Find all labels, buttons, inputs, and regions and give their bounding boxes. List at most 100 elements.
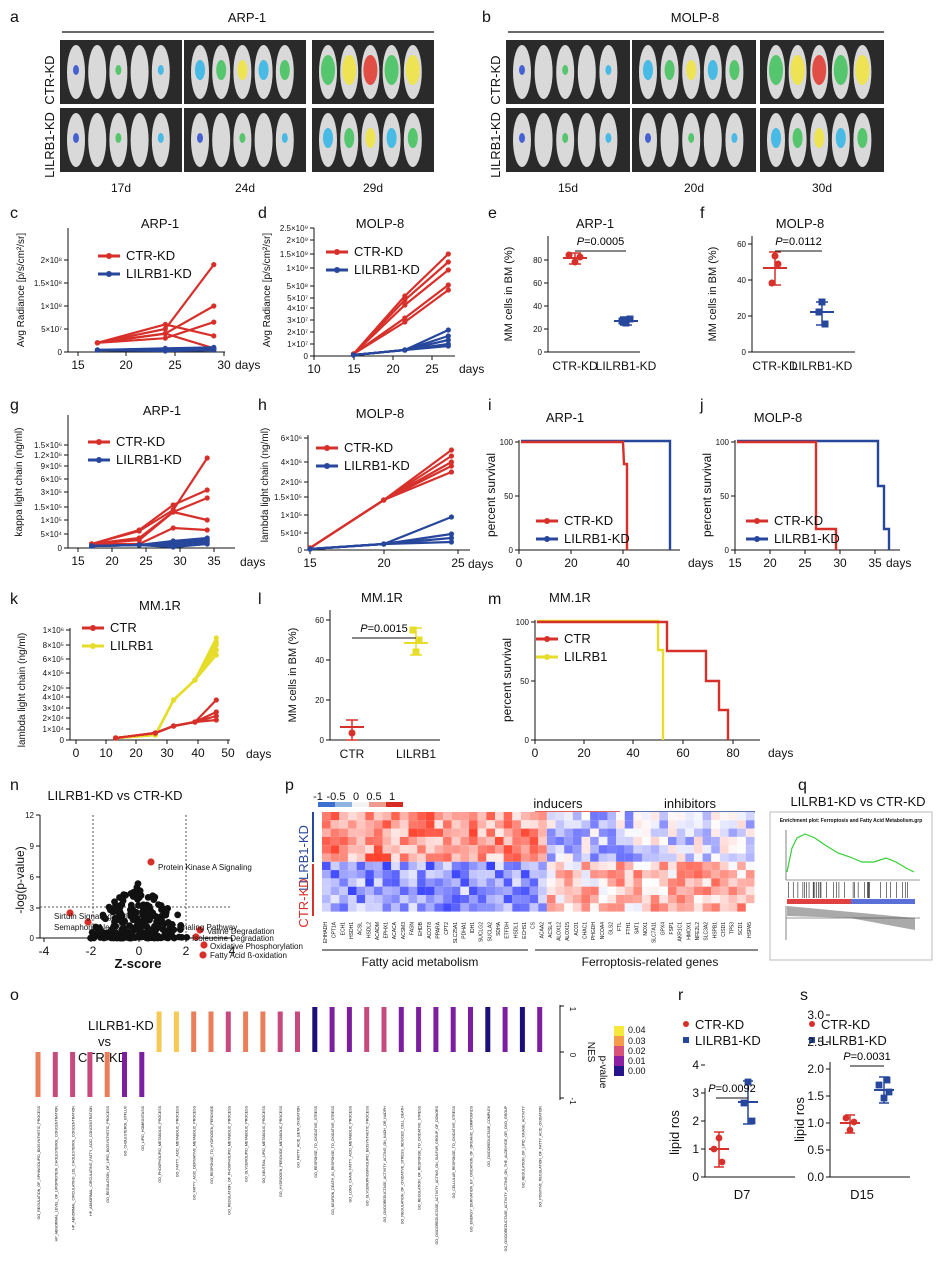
panel-a-signal <box>216 60 227 80</box>
panel-p-heatmap-cell <box>581 870 591 879</box>
panel-p-heatmap-cell <box>616 895 625 904</box>
panel-p-heatmap-cell <box>737 853 746 862</box>
panel-p-heatmap-cell <box>642 820 651 829</box>
panel-o-term-label: GO_FATTY_ACID_DERIVATIVE_METABOLIC_PROCE… <box>193 1105 197 1200</box>
panel-p-heatmap-cell <box>737 836 746 846</box>
panel-s-ytick-label: 1.0 <box>807 1116 824 1130</box>
panel-p-heatmap-cell <box>702 820 712 829</box>
panel-p-heatmap-cell <box>633 836 643 846</box>
panel-p-heatmap-cell <box>460 812 470 821</box>
panel-p-heatmap-cell <box>702 895 712 904</box>
panel-b-signal <box>792 128 803 148</box>
panel-p-gene-label: SLC3A2 <box>704 922 710 941</box>
panel-p-heatmap-cell <box>391 903 400 912</box>
panel-a-signal <box>195 60 205 80</box>
panel-p-heatmap-cell <box>356 878 366 887</box>
panel-m-legend-label: LILRB1 <box>564 649 607 664</box>
panel-a-signal <box>115 133 122 143</box>
panel-p-heatmap-cell <box>399 820 409 829</box>
panel-n-pathway-point <box>152 925 160 933</box>
panel-p-gene-label: ACSM3 <box>401 922 407 939</box>
panel-o-nes-bar <box>433 1007 439 1052</box>
panel-p-heatmap-cell <box>434 870 444 879</box>
panel-d-ytick-label: 5×10⁷ <box>287 294 308 303</box>
panel-c-ytick-label: 5×10⁷ <box>41 325 62 334</box>
panel-n-pathway-point <box>112 902 119 909</box>
panel-r-pvalue: P=0.0092 <box>708 1083 755 1095</box>
panel-p-gene-label: FTL <box>617 922 623 931</box>
panel-p-heatmap-cell <box>486 836 495 846</box>
panel-p-heatmap-cell <box>339 845 348 854</box>
panel-p-heatmap-cell <box>495 903 504 912</box>
panel-b-title: MOLP-8 <box>671 10 719 25</box>
panel-d-ytick-label: 1.5×10⁹ <box>280 250 308 259</box>
panel-n-pathway-point <box>141 914 148 922</box>
panel-o-nes-bar <box>156 1011 162 1052</box>
panel-n-pathway-point <box>136 932 144 940</box>
panel-d-ctr-point <box>445 251 451 257</box>
panel-p-heatmap-cell <box>460 903 470 912</box>
panel-p-heatmap-cell <box>745 820 755 829</box>
panel-b-signal <box>605 133 612 143</box>
panel-n-xtick-label: 4 <box>229 944 236 958</box>
panel-d-xtick-label: 15 <box>347 362 361 376</box>
panel-p-heatmap-cell <box>598 895 608 904</box>
panel-p-heatmap-cell <box>590 836 599 846</box>
panel-p-gene-label: ALOX15 <box>565 922 571 941</box>
panel-p-heatmap-cell <box>693 812 703 821</box>
panel-j-kd-curve <box>737 439 891 550</box>
panel-p-heatmap-cell <box>745 812 755 821</box>
panel-d-ytick-label: 2.5×10⁹ <box>280 224 308 233</box>
panel-p-heatmap-cell <box>330 886 340 895</box>
panel-n-highlight-point <box>84 918 92 926</box>
panel-p-heatmap-cell <box>572 812 582 821</box>
panel-p-heatmap-cell <box>685 845 694 854</box>
panel-p-heatmap-cell <box>373 820 383 829</box>
panel-p-heatmap-cell <box>503 878 513 887</box>
panel-p-heatmap-cell <box>417 836 426 846</box>
panel-l-data-point <box>412 648 420 656</box>
panel-b-signal <box>729 60 740 80</box>
panel-p-heatmap-cell <box>555 903 565 912</box>
panel-p-heatmap-cell <box>382 895 392 904</box>
panel-p-heatmap-cell <box>451 812 461 821</box>
panel-p-heatmap-cell <box>702 853 712 862</box>
panel-n-pathway-point <box>110 922 118 930</box>
panel-p-heatmap-cell <box>486 812 495 821</box>
panel-c-ctr-point <box>162 326 168 332</box>
panel-p-heatmap-cell <box>365 836 374 846</box>
panel-p-heatmap-cell <box>581 845 591 854</box>
panel-p-heatmap-cell <box>425 828 435 837</box>
panel-p-heatmap-cell <box>555 861 565 871</box>
panel-p-heatmap-cell <box>347 878 357 887</box>
panel-p-heatmap-cell <box>685 861 694 871</box>
panel-p-heatmap-cell <box>391 812 400 821</box>
panel-j-legend-label: LILRB1-KD <box>774 531 840 546</box>
panel-p-heatmap-cell <box>538 820 547 829</box>
panel-p-heatmap-cell <box>590 845 599 854</box>
panel-p-heatmap-cell <box>477 886 487 895</box>
panel-k-lilrb1-series <box>115 641 218 740</box>
panel-p-heatmap-cell <box>322 812 331 821</box>
panel-p-heatmap-cell <box>702 836 712 846</box>
panel-o-term-label: GO_PHOSPHOLIPID_METABOLIC_PROCESS <box>158 1105 162 1182</box>
panel-p-heatmap-cell <box>347 828 357 837</box>
panel-k-ctr-series <box>115 718 217 740</box>
panel-p-heatmap-cell <box>469 820 478 829</box>
panel-p-heatmap-cell <box>382 845 392 854</box>
panel-d-ctr-point <box>445 287 451 293</box>
panel-f-ytick-label: 5×10⁴ <box>281 529 303 538</box>
panel-p-heatmap-cell <box>719 836 729 846</box>
panel-p-heatmap-cell <box>650 861 660 871</box>
panel-p-heatmap-cell <box>477 845 487 854</box>
panel-p-heatmap-cell <box>745 903 755 912</box>
panel-n-highlight-point <box>200 941 208 949</box>
panel-p-heatmap-cell <box>538 895 547 904</box>
panel-p-heatmap-cell <box>443 812 452 821</box>
panel-e-kd-series <box>91 542 208 549</box>
panel-p-heatmap-cell <box>745 836 755 846</box>
panel-p-heatmap-cell <box>322 861 331 871</box>
panel-o-nes-bar <box>381 1007 387 1052</box>
panel-p-heatmap-cell <box>650 836 660 846</box>
